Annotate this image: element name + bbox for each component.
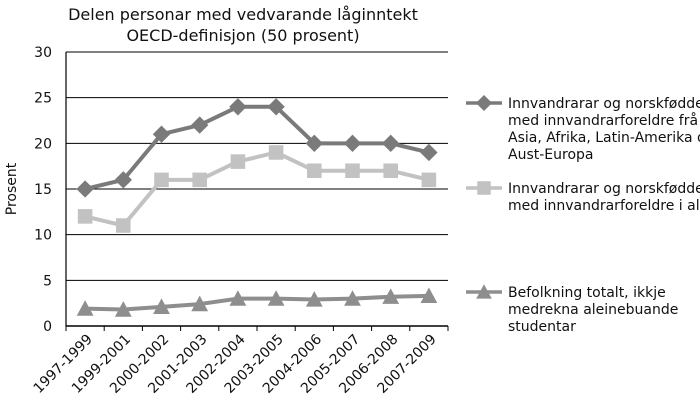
- data-point: [114, 301, 132, 317]
- data-point: [305, 134, 323, 153]
- legend-label: Innvandrarar og norskfødde: [508, 96, 700, 112]
- data-point: [152, 125, 171, 143]
- series-2: [77, 145, 437, 233]
- legend-marker: [476, 284, 492, 299]
- data-point: [267, 290, 285, 306]
- data-point: [420, 143, 438, 162]
- series-1: [76, 98, 438, 198]
- data-point: [77, 209, 93, 224]
- data-point: [229, 290, 247, 306]
- legend-label: studentar: [508, 319, 576, 335]
- data-point: [421, 172, 437, 188]
- legend-label: Innvandrarar og norskfødde: [508, 181, 700, 197]
- chart-title-line-1: Delen personar med vedvarande låginntekt: [68, 5, 418, 24]
- y-axis-label: Prosent: [4, 162, 20, 215]
- data-point: [154, 172, 169, 188]
- data-point: [76, 300, 94, 316]
- data-point: [382, 288, 400, 304]
- data-point: [267, 98, 285, 116]
- y-tick-label: 0: [43, 319, 52, 335]
- legend-label: med innvandrarforeldre i alt: [508, 198, 700, 214]
- y-tick-label: 30: [34, 45, 52, 61]
- series-line: [85, 293, 429, 312]
- y-tick-label: 20: [34, 136, 52, 152]
- data-point: [305, 291, 323, 307]
- data-point: [344, 290, 361, 306]
- y-tick-label: 10: [34, 228, 52, 244]
- legend-label: Aust-Europa: [508, 147, 593, 163]
- data-point: [191, 116, 209, 134]
- data-point: [229, 98, 247, 116]
- data-point: [345, 163, 360, 179]
- data-point: [191, 295, 209, 312]
- legend-label: medrekna aleinebuande: [508, 302, 678, 318]
- series-line: [84, 104, 430, 191]
- data-point: [116, 218, 131, 233]
- data-point: [230, 154, 246, 169]
- data-point: [382, 134, 400, 153]
- data-point: [307, 163, 322, 179]
- chart-title-line-2: OECD-definisjon (50 prosent): [126, 26, 359, 45]
- y-tick-label: 5: [43, 273, 52, 289]
- legend-label: Befolkning totalt, ikkje: [508, 285, 666, 301]
- y-tick-label: 25: [34, 91, 52, 107]
- data-point: [114, 171, 132, 189]
- data-point: [420, 287, 438, 303]
- chart-title: Delen personar med vedvarande låginntekt…: [68, 5, 418, 45]
- y-tick-label: 15: [34, 182, 52, 198]
- plot-area: 0510152025301997-19991999-20012000-20022…: [31, 45, 449, 397]
- legend-marker: [475, 94, 493, 112]
- legend-label: Asia, Afrika, Latin-Amerika og: [508, 130, 700, 146]
- data-point: [268, 145, 284, 160]
- data-point: [343, 134, 362, 153]
- series-3: [76, 287, 438, 317]
- data-point: [192, 172, 207, 188]
- data-point: [153, 298, 170, 314]
- legend-marker: [477, 181, 491, 195]
- data-point: [76, 180, 94, 198]
- legend-label: med innvandrarforeldre frå: [508, 112, 698, 129]
- data-point: [383, 163, 398, 179]
- series-line: [84, 150, 430, 228]
